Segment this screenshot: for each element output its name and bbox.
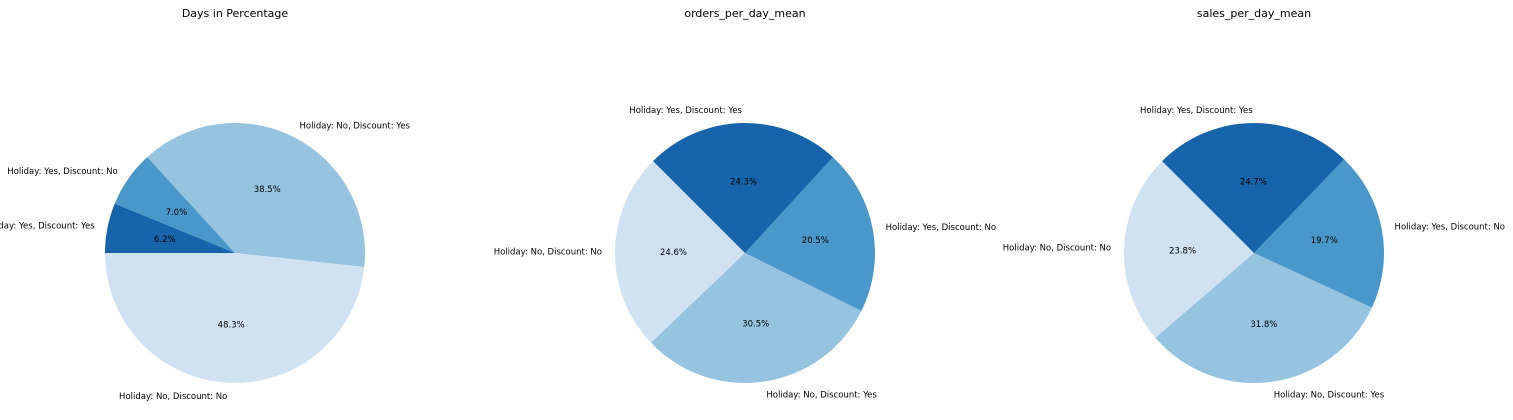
chart-title: sales_per_day_mean (1197, 7, 1311, 20)
pie-category-label: Holiday: No, Discount: Yes (1274, 391, 1385, 401)
pie-slice-holiday-yes-discount-no (1254, 159, 1384, 308)
pie-slice-holiday-yes-discount-yes (105, 203, 235, 253)
pie-slice-holiday-yes-discount-yes (653, 123, 833, 253)
pie-category-label: Holiday: No, Discount: No (494, 247, 602, 257)
pie-category-label: Holiday: Yes, Discount: Yes (629, 106, 742, 116)
pie-chart-orders-per-day-mean: orders_per_day_mean 24.6% Holiday: No, Di… (494, 7, 996, 400)
pie-percent-label: 23.8% (1169, 246, 1196, 256)
pie-slice-holiday-no-discount-no (105, 253, 365, 384)
pie-slice-holiday-yes-discount-no (745, 157, 875, 311)
pie-slice-holiday-yes-discount-yes (1162, 123, 1345, 253)
pie-slice-holiday-no-discount-no (615, 161, 745, 343)
pie-slice-holiday-no-discount-yes (1155, 253, 1372, 384)
pie-percent-label: 24.6% (660, 248, 687, 258)
pie-chart-days-in-percentage: Days in Percentage 48.3% Holiday: No, Dis… (0, 7, 411, 402)
chart-title: Days in Percentage (182, 7, 289, 20)
pie-percent-label: 19.7% (1311, 236, 1338, 246)
pie-category-label: Holiday: Yes, Discount: No (7, 167, 117, 177)
pie-percent-label: 30.5% (742, 320, 769, 330)
pie-category-label: Holiday: Yes, Discount: Yes (0, 221, 95, 231)
pie-percent-label: 6.2% (154, 235, 176, 245)
pie-category-label: Holiday: No, Discount: No (1003, 244, 1111, 254)
pie-percent-label: 24.3% (730, 178, 757, 188)
pie-slice-holiday-no-discount-yes (650, 253, 862, 384)
pie-category-label: Holiday: Yes, Discount: No (1395, 223, 1505, 233)
pie-category-label: Holiday: No, Discount: No (119, 392, 227, 402)
pie-percent-label: 20.5% (802, 236, 829, 246)
pie-category-label: Holiday: No, Discount: Yes (766, 390, 877, 400)
pie-percent-label: 38.5% (254, 185, 281, 195)
chart-title: orders_per_day_mean (684, 7, 805, 20)
pie-percent-label: 24.7% (1240, 178, 1267, 188)
pie-percent-label: 31.8% (1250, 320, 1277, 330)
pie-slice-holiday-yes-discount-no (114, 157, 235, 253)
pie-slice-holiday-no-discount-yes (147, 122, 366, 267)
pie-percent-label: 48.3% (218, 320, 245, 330)
pie-category-label: Holiday: Yes, Discount: Yes (1140, 106, 1253, 116)
pie-category-label: Holiday: No, Discount: Yes (300, 121, 411, 131)
pie-slice-holiday-no-discount-no (1124, 161, 1254, 338)
pie-category-label: Holiday: Yes, Discount: No (886, 223, 996, 233)
pie-percent-label: 7.0% (166, 208, 188, 218)
pie-chart-sales-per-day-mean: sales_per_day_mean 23.8% Holiday: No, Dis… (1003, 7, 1505, 401)
